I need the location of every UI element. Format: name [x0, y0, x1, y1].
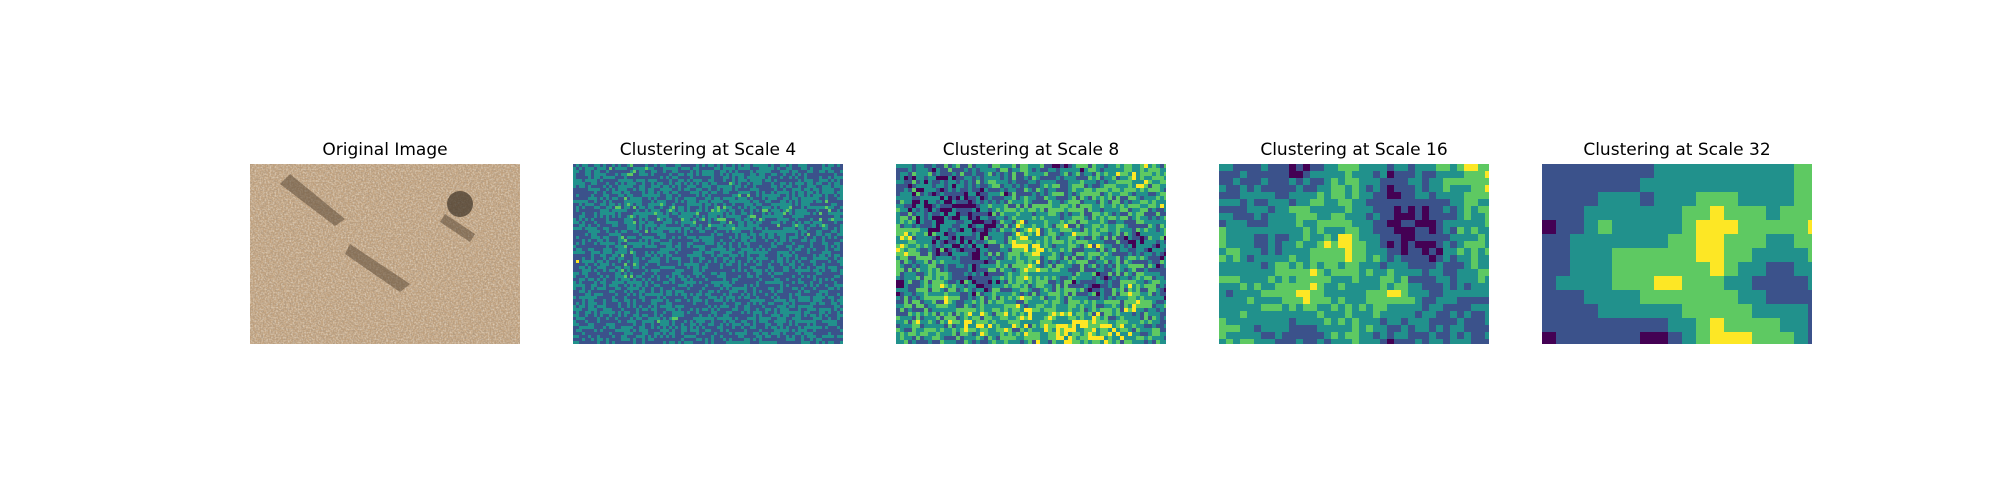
- panel-title: Clustering at Scale 32: [1583, 140, 1771, 160]
- cluster-map-scale-4: [573, 164, 843, 344]
- panel-title: Original Image: [322, 140, 448, 160]
- cluster-map-scale-8: [896, 164, 1166, 344]
- panel-title: Clustering at Scale 16: [1260, 140, 1448, 160]
- original-image: [250, 164, 520, 344]
- cluster-map-scale-32: [1542, 164, 1812, 344]
- panel-title: Clustering at Scale 4: [619, 140, 797, 160]
- panel-title: Clustering at Scale 8: [942, 140, 1120, 160]
- cluster-map-scale-16: [1219, 164, 1489, 344]
